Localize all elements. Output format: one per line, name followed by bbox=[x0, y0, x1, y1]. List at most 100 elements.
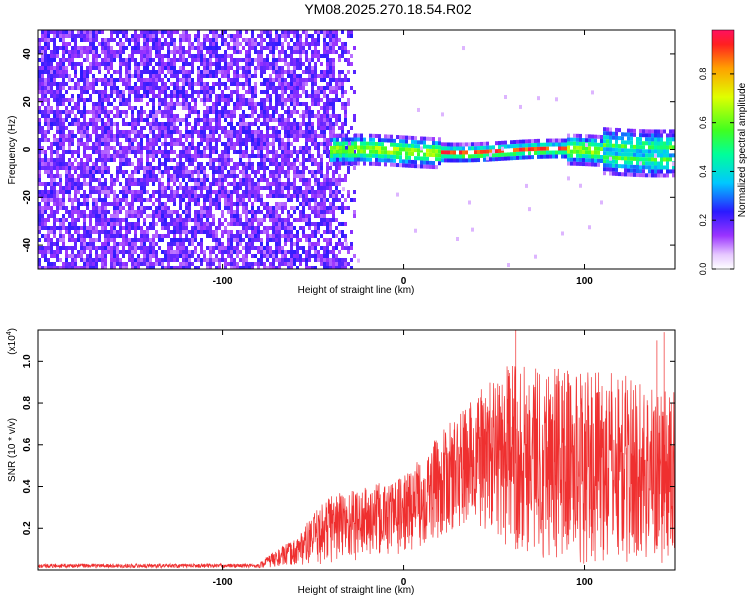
spectrogram-cell bbox=[179, 70, 182, 74]
spectrogram-cell bbox=[38, 138, 41, 142]
spectrogram-cell bbox=[59, 206, 62, 210]
spectrogram-cell bbox=[239, 118, 242, 122]
spectrogram-cell bbox=[233, 262, 236, 266]
spectrogram-cell bbox=[254, 246, 257, 250]
spectrogram-cell bbox=[293, 210, 296, 214]
spectrogram-cell bbox=[305, 110, 308, 114]
spectrogram-cell bbox=[215, 130, 218, 134]
spectrogram-cell bbox=[185, 126, 188, 130]
spectrogram-cell bbox=[248, 70, 251, 74]
spectrogram-cell bbox=[468, 200, 471, 205]
spectrogram-cell bbox=[209, 74, 212, 78]
spectrogram-cell bbox=[351, 161, 354, 166]
spectrogram-cell bbox=[308, 74, 311, 78]
spectrogram-cell bbox=[320, 246, 323, 250]
spectrogram-cell bbox=[281, 142, 284, 146]
spectrogram-cell bbox=[47, 202, 50, 206]
spectrogram-cell bbox=[233, 182, 236, 186]
spectrogram-cell bbox=[281, 118, 284, 122]
spectrogram-cell bbox=[71, 46, 74, 50]
spectrogram-cell bbox=[344, 198, 347, 202]
spectrogram-cell bbox=[38, 250, 41, 254]
spectrogram-cell bbox=[342, 161, 345, 166]
spectrogram-cell bbox=[104, 62, 107, 66]
spectrogram-cell bbox=[89, 222, 92, 226]
spectrogram-cell bbox=[284, 242, 287, 246]
spectrogram-cell bbox=[104, 126, 107, 130]
spectrogram-cell bbox=[146, 226, 149, 230]
spectrogram-cell bbox=[176, 46, 179, 50]
spectrogram-cell bbox=[110, 38, 113, 42]
spectrogram-cell bbox=[332, 50, 335, 54]
spectrogram-cell bbox=[287, 66, 290, 70]
spectrogram-cell bbox=[131, 54, 134, 58]
spectrogram-cell bbox=[137, 166, 140, 170]
spectrogram-cell bbox=[125, 122, 128, 126]
spectrogram-cell bbox=[62, 194, 65, 198]
spectrogram-cell bbox=[260, 230, 263, 234]
spectrogram-cell bbox=[248, 154, 251, 158]
spectrogram-cell bbox=[269, 158, 272, 162]
spectrogram-cell bbox=[329, 122, 332, 126]
spectrogram-cell bbox=[89, 42, 92, 46]
spectrogram-cell bbox=[251, 206, 254, 210]
spectrogram-cell bbox=[272, 262, 275, 266]
spectrogram-cell bbox=[149, 178, 152, 182]
spectrogram-cell bbox=[248, 198, 251, 202]
spectrogram-cell bbox=[134, 134, 137, 138]
spectrogram-cell bbox=[89, 158, 92, 162]
spectrogram-cell bbox=[227, 190, 230, 194]
spectrogram-cell bbox=[173, 62, 176, 66]
spectrogram-cell bbox=[311, 130, 314, 134]
spectrogram-cell bbox=[44, 190, 47, 194]
spectrogram-cell bbox=[107, 58, 110, 62]
spectrogram-cell bbox=[266, 186, 269, 190]
spectrogram-cell bbox=[98, 42, 101, 46]
spectrogram-cell bbox=[158, 194, 161, 198]
spectrogram-cell bbox=[50, 126, 53, 130]
spectrogram-cell bbox=[284, 122, 287, 126]
spectrogram-cell bbox=[281, 170, 284, 174]
spectrogram-cell bbox=[65, 90, 68, 94]
spectrogram-cell bbox=[173, 210, 176, 214]
spectrogram-cell bbox=[393, 158, 396, 163]
spectrogram-cell bbox=[56, 54, 59, 58]
spectrogram-cell bbox=[281, 50, 284, 54]
spectrogram-cell bbox=[113, 194, 116, 198]
spectrogram-cell bbox=[227, 234, 230, 238]
spectrogram-cell bbox=[104, 210, 107, 214]
spectrogram-cell bbox=[206, 258, 209, 262]
spectrogram-cell bbox=[143, 182, 146, 186]
spectrogram-cell bbox=[101, 246, 104, 250]
spectrogram-cell bbox=[230, 122, 233, 126]
spectrogram-cell bbox=[275, 62, 278, 66]
spectrogram-cell bbox=[164, 202, 167, 206]
spectrogram-cell bbox=[188, 158, 191, 162]
spectrogram-cell bbox=[290, 234, 293, 238]
spectrogram-cell bbox=[360, 133, 363, 138]
spectrogram-cell bbox=[131, 146, 134, 150]
spectrogram-cell bbox=[158, 238, 161, 242]
spectrogram-cell bbox=[293, 106, 296, 110]
spectrogram-cell bbox=[134, 194, 137, 198]
spectrogram-cell bbox=[209, 70, 212, 74]
spectrogram-cell bbox=[221, 222, 224, 226]
spectrogram-cell bbox=[113, 58, 116, 62]
spectrogram-cell bbox=[230, 206, 233, 210]
spectrogram-cell bbox=[77, 214, 80, 218]
spectrogram-cell bbox=[338, 54, 341, 58]
spectrogram-cell bbox=[95, 58, 98, 62]
spectrogram-cell bbox=[260, 242, 263, 246]
spectrogram-cell bbox=[308, 182, 311, 186]
spectrogram-cell bbox=[332, 74, 335, 78]
spectrogram-cell bbox=[50, 262, 53, 266]
spectrogram-cell bbox=[53, 266, 56, 269]
spectrogram-cell bbox=[89, 214, 92, 218]
spectrogram-cell bbox=[323, 258, 326, 262]
spectrogram-cell bbox=[266, 154, 269, 158]
spectrogram-cell bbox=[338, 118, 341, 122]
spectrogram-cell bbox=[323, 210, 326, 214]
spectrogram-cell bbox=[339, 149, 342, 154]
spectrogram-cell bbox=[489, 157, 492, 162]
spectrogram-cell bbox=[47, 166, 50, 170]
